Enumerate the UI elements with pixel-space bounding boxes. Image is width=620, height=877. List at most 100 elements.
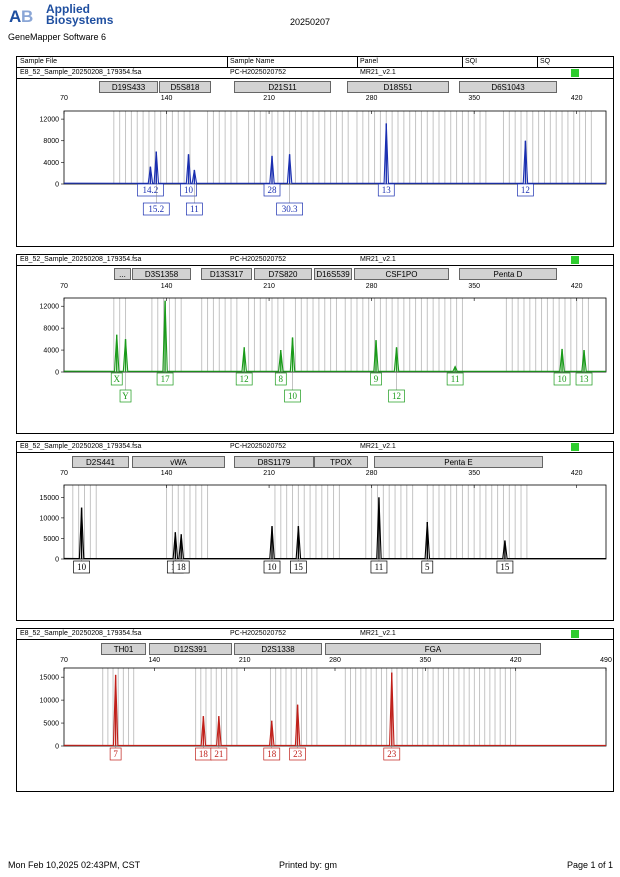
y-tick-label: 15000 xyxy=(40,675,60,682)
marker-bar[interactable]: CSF1PO xyxy=(354,268,449,280)
allele-box[interactable] xyxy=(383,747,401,761)
allele-box[interactable] xyxy=(421,560,434,574)
allele-box[interactable] xyxy=(142,202,170,216)
x-tick-label: 420 xyxy=(571,470,583,477)
allele-label: 15.2 xyxy=(148,204,164,214)
panel-title-row: E8_52_Sample_20250208_179354.fsa PC-H2025… xyxy=(17,629,613,640)
y-tick-label: 5000 xyxy=(43,721,59,728)
allele-label: 18 xyxy=(267,749,277,759)
electropherogram-panel-blue: E8_52_Sample_20250208_179354.fsa PC-H2025… xyxy=(16,67,614,247)
panel-panel: MR21_v2.1 xyxy=(360,69,396,76)
marker-bar[interactable]: D6S1043 xyxy=(459,81,557,93)
allele-box[interactable] xyxy=(186,202,203,216)
panel-file: E8_52_Sample_20250208_179354.fsa xyxy=(20,443,142,450)
electropherogram-panel-red: E8_52_Sample_20250208_179354.fsa PC-H2025… xyxy=(16,628,614,792)
print-timestamp: Mon Feb 10,2025 02:43PM, CST xyxy=(8,860,141,870)
y-tick-label: 12000 xyxy=(40,304,60,311)
marker-bar[interactable]: FGA xyxy=(325,643,541,655)
allele-box[interactable] xyxy=(110,372,123,386)
printed-by: Printed by: gm xyxy=(279,860,338,870)
x-tick-label: 140 xyxy=(161,470,173,477)
allele-box[interactable] xyxy=(263,560,281,574)
x-tick-label: 420 xyxy=(571,95,583,102)
panel-file: E8_52_Sample_20250208_179354.fsa xyxy=(20,256,142,263)
allele-label: 13 xyxy=(580,374,590,384)
marker-bar[interactable]: D16S539 xyxy=(314,268,352,280)
allele-label: 21 xyxy=(214,749,223,759)
marker-bar[interactable]: D2S1338 xyxy=(234,643,322,655)
y-tick-label: 8000 xyxy=(43,326,59,333)
marker-bar[interactable]: vWA xyxy=(132,456,225,468)
sizing-quality-indicator xyxy=(571,256,579,264)
y-tick-label: 4000 xyxy=(43,348,59,355)
allele-box[interactable] xyxy=(172,560,190,574)
allele-box[interactable] xyxy=(553,372,571,386)
allele-box[interactable] xyxy=(370,560,388,574)
marker-bar[interactable]: D18S51 xyxy=(347,81,449,93)
allele-box[interactable] xyxy=(274,372,287,386)
allele-box[interactable] xyxy=(496,560,514,574)
allele-box[interactable] xyxy=(73,560,90,574)
allele-box[interactable] xyxy=(180,183,197,197)
marker-bar[interactable]: Penta D xyxy=(459,268,557,280)
allele-label: 10 xyxy=(268,562,278,572)
allele-box[interactable] xyxy=(210,747,228,761)
allele-box[interactable] xyxy=(446,372,464,386)
marker-bar[interactable]: D21S11 xyxy=(234,81,331,93)
panel-title-row: E8_52_Sample_20250208_179354.fsa PC-H2025… xyxy=(17,442,613,453)
electropherogram-plot: 70 140 210 280 350 420 0 4000 8000 12000 14.2 15.2 1… xyxy=(40,95,607,216)
marker-bar[interactable]: D12S391 xyxy=(149,643,232,655)
report-date: 20250207 xyxy=(290,17,331,27)
allele-box[interactable] xyxy=(263,183,281,197)
marker-bar[interactable]: TH01 xyxy=(101,643,146,655)
x-tick-label: 210 xyxy=(263,470,275,477)
allele-box[interactable] xyxy=(263,747,281,761)
y-tick-label: 0 xyxy=(55,744,59,751)
plot-frame xyxy=(63,297,607,373)
allele-label: 23 xyxy=(293,749,303,759)
allele-box[interactable] xyxy=(517,183,534,197)
col-panel: Panel xyxy=(360,58,378,65)
marker-bar[interactable]: Penta E xyxy=(374,456,543,468)
allele-box[interactable] xyxy=(156,372,174,386)
allele-box[interactable] xyxy=(289,747,306,761)
plot-frame xyxy=(63,484,607,560)
allele-box[interactable] xyxy=(276,202,303,216)
x-tick-label: 350 xyxy=(468,470,480,477)
allele-box[interactable] xyxy=(370,372,382,386)
allele-box[interactable] xyxy=(109,747,122,761)
panel-sample: PC-H2025020752 xyxy=(230,630,287,637)
marker-bar[interactable]: ... xyxy=(114,268,131,280)
y-tick-label: 10000 xyxy=(40,698,60,705)
allele-label: 5 xyxy=(425,562,430,572)
marker-bar[interactable]: D7S820 xyxy=(254,268,312,280)
allele-box[interactable] xyxy=(290,560,307,574)
x-tick-label: 490 xyxy=(600,657,612,664)
electropherogram-panel-black: E8_52_Sample_20250208_179354.fsa PC-H2025… xyxy=(16,441,614,621)
brand-line-1: Applied xyxy=(46,2,90,16)
allele-box[interactable] xyxy=(137,183,164,197)
allele-box[interactable] xyxy=(377,183,395,197)
allele-label: Y xyxy=(122,391,129,401)
allele-box[interactable] xyxy=(235,372,253,386)
marker-bar[interactable]: D5S818 xyxy=(159,81,211,93)
col-sq: SQ xyxy=(540,58,551,65)
allele-label: 11 xyxy=(451,374,460,384)
y-tick-label: 12000 xyxy=(40,117,60,124)
allele-box[interactable] xyxy=(119,389,132,403)
marker-bar[interactable]: D13S317 xyxy=(201,268,252,280)
x-tick-label: 280 xyxy=(366,470,378,477)
x-tick-label: 70 xyxy=(60,95,68,102)
allele-box[interactable] xyxy=(284,389,301,403)
allele-label: 10 xyxy=(184,185,194,195)
marker-bar[interactable]: D3S1358 xyxy=(132,268,191,280)
marker-bar[interactable]: TPOX xyxy=(314,456,368,468)
y-tick-label: 0 xyxy=(55,557,59,564)
marker-bar[interactable]: D2S441 xyxy=(72,456,129,468)
allele-box[interactable] xyxy=(388,389,405,403)
x-tick-label: 210 xyxy=(239,657,251,664)
y-tick-label: 10000 xyxy=(40,515,60,522)
allele-box[interactable] xyxy=(575,372,593,386)
marker-bar[interactable]: D8S1179 xyxy=(234,456,314,468)
marker-bar[interactable]: D19S433 xyxy=(99,81,158,93)
